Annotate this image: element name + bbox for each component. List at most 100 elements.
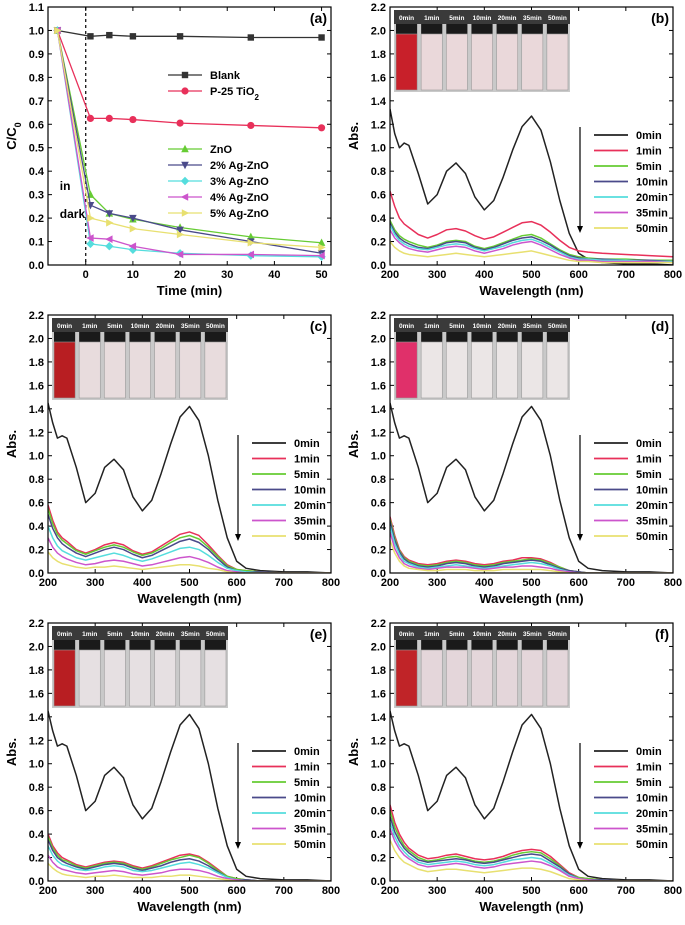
y-tick-label: 0.2 <box>371 237 386 249</box>
vial-body <box>521 341 544 399</box>
data-point <box>128 245 138 254</box>
y-tick-label: 1.8 <box>29 357 44 369</box>
vial-label: 20min <box>498 631 517 638</box>
y-tick-label: 0.2 <box>371 545 386 557</box>
legend-label: 50min <box>636 531 668 543</box>
vial-cap <box>396 640 418 650</box>
y-tick-label: 2.0 <box>29 641 44 653</box>
legend-label: 50min <box>636 223 668 235</box>
x-tick-label: 20 <box>174 269 186 281</box>
x-tick-label: 700 <box>617 577 635 589</box>
data-point <box>317 124 326 132</box>
y-tick-label: 0.8 <box>29 474 44 486</box>
y-tick-label: 0.3 <box>29 190 44 202</box>
axes: 0.0 0.2 0.4 0.6 0.8 1.0 1.2 1.4 1.6 1.8 2.0 2.2 200 3… <box>371 310 682 589</box>
vial-cap <box>129 332 151 342</box>
y-tick-label: 2.2 <box>371 310 386 322</box>
legend-label: 10min <box>636 793 668 805</box>
x-tick-label: 700 <box>617 269 635 281</box>
inset-vials-photo: 0min 1min 5min 10min 20min 35min 50min <box>394 626 570 708</box>
y-tick-label: 1.2 <box>371 735 386 747</box>
vial-label: 0min <box>399 15 414 22</box>
y-tick-label: 0.1 <box>29 237 44 249</box>
legend-label: 35min <box>294 516 326 528</box>
y-tick-label: 1.6 <box>371 72 386 84</box>
vial-cap <box>179 640 201 650</box>
y-tick-label: 2.0 <box>29 333 44 345</box>
data-point <box>247 34 255 41</box>
legend-label: 5min <box>636 469 662 481</box>
data-point <box>246 250 255 259</box>
x-axis-label: Time (min) <box>157 283 223 298</box>
vial-body <box>445 341 468 399</box>
legend-label: 10min <box>636 485 668 497</box>
x-tick-label: 30 <box>221 269 233 281</box>
series-line <box>390 539 673 573</box>
y-tick-label: 0.0 <box>371 568 386 580</box>
y-tick-label: 2.0 <box>371 25 386 37</box>
series-line <box>57 29 322 39</box>
vial-cap <box>546 640 568 650</box>
series-group <box>48 402 331 573</box>
y-tick-label: 0.5 <box>29 143 44 155</box>
y-tick-label: 1.2 <box>29 735 44 747</box>
y-tick-label: 0.2 <box>29 545 44 557</box>
inset-vials-photo: 0min 1min 5min 10min 20min 35min 50min <box>394 318 570 400</box>
legend-label: 0min <box>636 746 662 758</box>
decrease-arrow-head <box>235 842 241 849</box>
y-tick-label: 0.6 <box>371 498 386 510</box>
vial-body <box>546 341 569 399</box>
vial-body <box>471 649 493 707</box>
x-axis-label: Wavelength (nm) <box>137 899 241 914</box>
vial-label: 0min <box>399 323 414 330</box>
data-point <box>105 210 114 218</box>
legend-label-sub: 2 <box>254 93 259 102</box>
y-tick-label: 0.4 <box>371 521 387 533</box>
vial-body <box>154 341 177 399</box>
y-tick-label: 0.0 <box>371 876 386 888</box>
y-tick-label: 1.2 <box>29 427 44 439</box>
y-tick-label: 1.8 <box>371 357 386 369</box>
vial-cap <box>79 332 101 342</box>
series-line <box>48 551 331 573</box>
data-point <box>86 239 95 249</box>
vial-body <box>445 33 468 91</box>
legend-label: 0min <box>294 438 320 450</box>
y-tick-label: 0.0 <box>29 876 44 888</box>
decrease-arrow-head <box>577 842 583 849</box>
data-point <box>129 33 137 40</box>
legend-label-main: P-25 TiO <box>210 86 255 98</box>
vial-label: 50min <box>548 15 567 22</box>
vial-label: 1min <box>424 631 439 638</box>
y-tick-label: 2.0 <box>371 333 386 345</box>
legend-label: 5min <box>294 469 320 481</box>
x-tick-label: 300 <box>428 577 446 589</box>
series-line <box>56 30 322 249</box>
x-tick-label: 300 <box>428 269 446 281</box>
y-axis-label: Abs. <box>4 738 19 766</box>
data-point <box>129 214 137 223</box>
vial-body <box>204 341 227 399</box>
y-tick-label: 1.4 <box>371 712 387 724</box>
x-tick-label: 500 <box>522 577 540 589</box>
x-tick-label: 500 <box>522 885 540 897</box>
vial-body <box>420 649 443 707</box>
legend-label: 50min <box>294 531 326 543</box>
y-axis-label: Abs. <box>346 738 361 766</box>
data-point <box>181 71 189 79</box>
inset-vials-photo: 0min 1min 5min 10min 20min 35min 50min <box>52 626 228 708</box>
vial-cap <box>421 332 443 342</box>
vial-label: 5min <box>449 15 464 22</box>
vial-body <box>521 33 544 91</box>
vial-label: 0min <box>399 631 414 638</box>
vial-label: 35min <box>523 15 542 22</box>
vial-body <box>179 341 202 399</box>
y-tick-label: 1.6 <box>371 380 386 392</box>
x-tick-label: 800 <box>664 269 682 281</box>
axes: 0.0 0.1 0.2 0.3 0.4 0.5 0.6 0.7 0.8 0.9 1.0 1.1 0 10 2… <box>29 2 331 281</box>
data-point <box>54 26 62 35</box>
inset-vials-photo: 0min 1min 5min 10min 20min 35min 50min <box>394 10 570 92</box>
series-line <box>390 804 673 881</box>
y-tick-label: 2.2 <box>29 618 44 630</box>
data-point <box>175 250 184 259</box>
